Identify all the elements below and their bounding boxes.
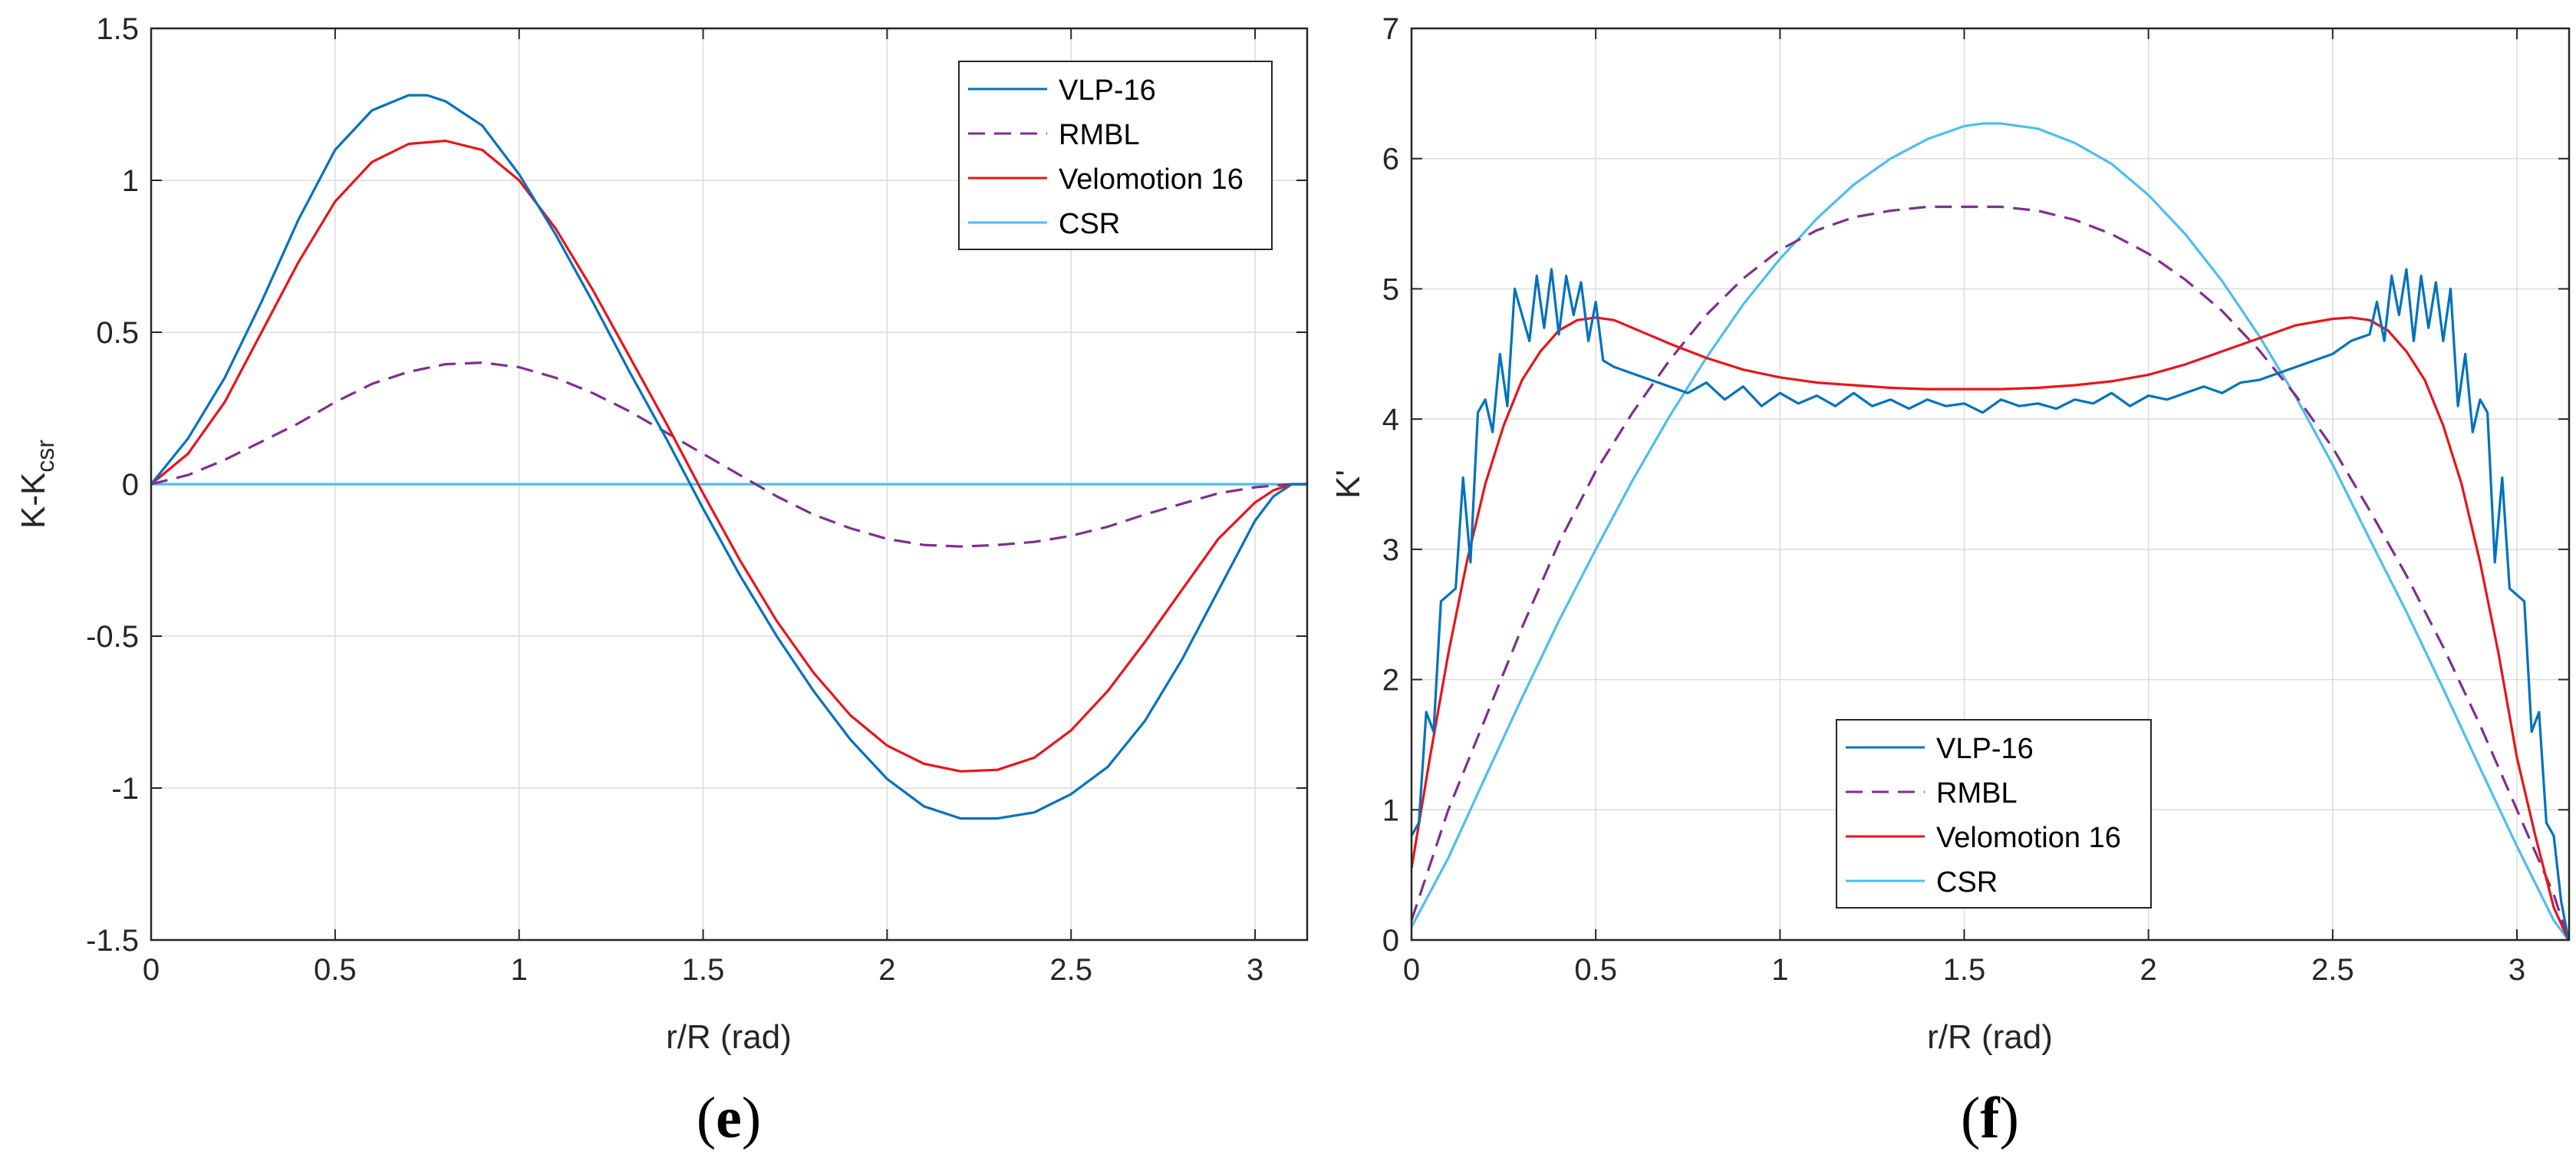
y-tick-label: 5: [1382, 272, 1399, 306]
x-tick-label: 1: [511, 953, 528, 987]
x-axis-label: r/R (rad): [1927, 1018, 2053, 1056]
legend-box: [958, 61, 1273, 250]
series-line-velomotion16: [1412, 316, 2569, 940]
legend-label-rmbl: RMBL: [1059, 119, 1140, 151]
y-axis-label-main: K': [1329, 470, 1367, 499]
x-tick-label: 2: [2140, 953, 2157, 987]
chart-e: 0 0.5 1 1.5 2 2.5 3 -1.5 -1 -0.5 0 0.5 1 1.5 r/R (ra…: [15, 12, 1309, 1150]
y-tick-label: 6: [1382, 143, 1399, 176]
y-axis-label-sub: csr: [31, 440, 59, 473]
x-tick-labels: 0 0.5 1 1.5 2 2.5 3: [143, 953, 1263, 987]
series-line-csr: [1412, 122, 2569, 940]
series-line-velomotion16: [151, 139, 1307, 773]
series-layer: [151, 94, 1307, 820]
x-tick-label: 0: [143, 953, 160, 987]
x-tick-label: 0.5: [314, 953, 357, 987]
y-tick-label: 1: [1382, 793, 1399, 827]
x-tick-label: 0.5: [1574, 953, 1617, 987]
series-line-rmbl: [151, 361, 1307, 548]
series-line-rmbl: [1412, 205, 2569, 940]
y-tick-label: 0.5: [96, 316, 139, 350]
x-tick-label: 1: [1771, 953, 1788, 987]
caption-close: ): [742, 1086, 761, 1150]
series-line-vlp16: [1412, 268, 2569, 940]
x-tick-label: 3: [2508, 953, 2525, 987]
legend: VLP-16 RMBL Velomotion 16 CSR: [1836, 719, 2152, 909]
x-tick-label: 0: [1403, 953, 1420, 987]
y-tick-label: 0: [122, 468, 139, 502]
y-tick-label: 4: [1382, 403, 1399, 437]
chart-f: 0 0.5 1 1.5 2 2.5 3 0 1 2 3 4 5 6 7 r/R (rad) K' VLP-…: [1329, 12, 2571, 1150]
series-line-vlp16: [151, 94, 1307, 820]
legend-label-vlp16: VLP-16: [1059, 74, 1156, 107]
caption-open: (: [697, 1086, 716, 1150]
x-tick-label: 2.5: [1049, 953, 1092, 987]
y-tick-label: 0: [1382, 924, 1399, 958]
caption-close: ): [2000, 1086, 2019, 1150]
x-tick-label: 3: [1247, 953, 1263, 987]
y-axis-label-main: K-K: [15, 473, 52, 529]
y-tick-label: -1.5: [86, 924, 139, 958]
x-tick-label: 2: [878, 953, 895, 987]
legend: VLP-16 RMBL Velomotion 16 CSR: [958, 61, 1273, 250]
y-tick-label: 7: [1382, 12, 1399, 46]
legend-label-csr: CSR: [1936, 866, 1998, 899]
legend-label-csr: CSR: [1059, 208, 1120, 240]
caption-open: (: [1961, 1086, 1980, 1150]
panel-caption: (f): [1961, 1086, 2019, 1150]
y-tick-label: 1: [122, 164, 139, 198]
series-layer: [1412, 122, 2569, 940]
x-tick-label: 2.5: [2311, 953, 2354, 987]
caption-letter: f: [1980, 1086, 2001, 1150]
caption-letter: e: [716, 1086, 742, 1150]
x-axis-label: r/R (rad): [666, 1018, 792, 1056]
y-tick-label: 1.5: [96, 12, 139, 46]
legend-label-vlp16: VLP-16: [1936, 733, 2034, 765]
y-tick-labels: 0 1 2 3 4 5 6 7: [1382, 12, 1399, 958]
legend-label-rmbl: RMBL: [1936, 777, 2018, 810]
y-tick-label: 2: [1382, 664, 1399, 698]
legend-label-velomotion16: Velomotion 16: [1936, 822, 2121, 854]
y-axis-label: K-Kcsr: [15, 440, 59, 529]
y-tick-label: -0.5: [86, 620, 139, 654]
y-tick-label: -1: [111, 772, 139, 806]
y-tick-label: 3: [1382, 533, 1399, 567]
axes-box: [150, 27, 1309, 942]
axes-box: [1410, 27, 2571, 942]
y-tick-labels: -1.5 -1 -0.5 0 0.5 1 1.5: [86, 12, 139, 958]
y-axis-label: K': [1329, 470, 1367, 499]
panel-caption: (e): [697, 1086, 761, 1150]
legend-label-velomotion16: Velomotion 16: [1059, 163, 1244, 196]
x-tick-label: 1.5: [1943, 953, 1986, 987]
x-tick-label: 1.5: [682, 953, 725, 987]
x-tick-labels: 0 0.5 1 1.5 2 2.5 3: [1403, 953, 2525, 987]
legend-box: [1836, 719, 2152, 909]
